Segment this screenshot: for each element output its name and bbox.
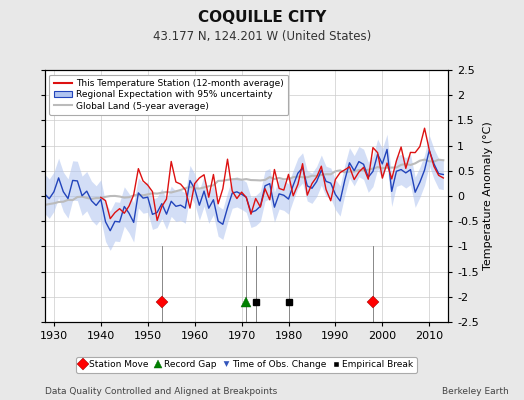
Y-axis label: Temperature Anomaly (°C): Temperature Anomaly (°C) bbox=[483, 122, 493, 270]
Text: COQUILLE CITY: COQUILLE CITY bbox=[198, 10, 326, 25]
Legend: Station Move, Record Gap, Time of Obs. Change, Empirical Break: Station Move, Record Gap, Time of Obs. C… bbox=[76, 357, 417, 373]
Text: 43.177 N, 124.201 W (United States): 43.177 N, 124.201 W (United States) bbox=[153, 30, 371, 43]
Text: Berkeley Earth: Berkeley Earth bbox=[442, 387, 508, 396]
Text: Data Quality Controlled and Aligned at Breakpoints: Data Quality Controlled and Aligned at B… bbox=[45, 387, 277, 396]
